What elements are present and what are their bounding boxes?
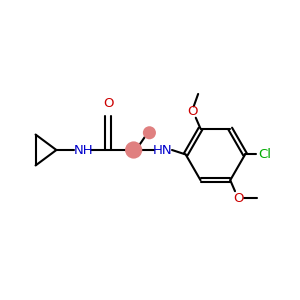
Text: O: O — [187, 105, 197, 118]
Circle shape — [125, 141, 142, 159]
Text: NH: NH — [73, 143, 93, 157]
Text: O: O — [103, 98, 114, 110]
Text: Cl: Cl — [259, 148, 272, 161]
Text: O: O — [233, 191, 244, 205]
Text: HN: HN — [153, 143, 172, 157]
Circle shape — [143, 126, 156, 139]
